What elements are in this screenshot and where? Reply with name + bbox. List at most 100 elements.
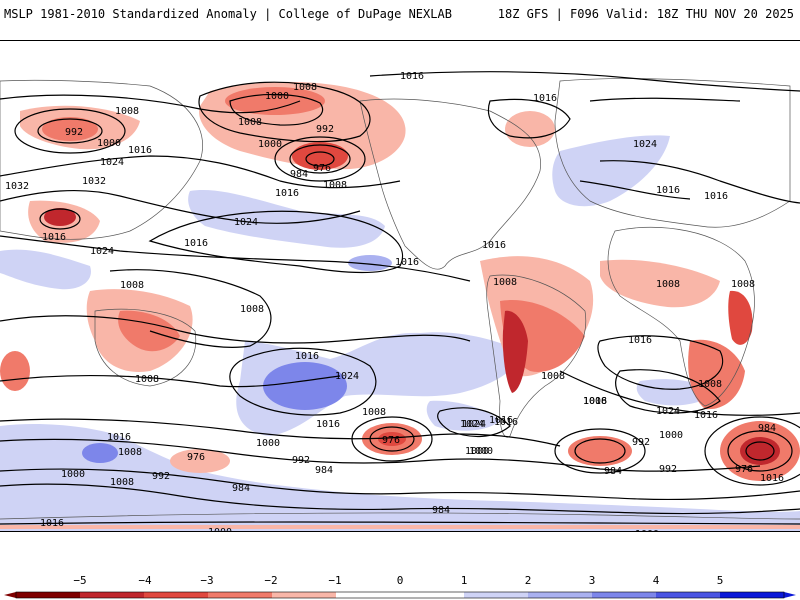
negative-anomaly — [225, 87, 325, 115]
isobar — [369, 426, 415, 452]
isobar — [0, 94, 301, 114]
isobar-label: 1016 — [583, 396, 607, 407]
isobar — [289, 144, 351, 174]
negative-anomaly — [502, 310, 528, 393]
legend-swatch — [144, 592, 209, 598]
isobar-label: 1000 — [256, 438, 280, 449]
isobar — [615, 369, 721, 414]
anomaly-shading — [0, 81, 800, 531]
legend-tick: −2 — [264, 574, 277, 587]
negative-anomaly — [505, 111, 555, 147]
isobar-label: 1008 — [115, 106, 139, 117]
isobar — [0, 155, 401, 189]
isobar-label: 1016 — [494, 417, 518, 428]
isobar-label: 1008 — [583, 396, 607, 407]
isobar — [14, 108, 126, 154]
isobar-label: 976 — [382, 435, 400, 446]
isobar-label: 1024 — [462, 419, 486, 430]
isobar-label: 976 — [313, 163, 331, 174]
isobar-label: 1016 — [628, 335, 652, 346]
legend-tick: 4 — [653, 574, 660, 587]
negative-anomaly — [0, 351, 30, 391]
isobar — [109, 269, 272, 348]
isobar-label: 1000 — [97, 138, 121, 149]
isobar-label: 1016 — [656, 185, 680, 196]
isobar — [559, 370, 800, 416]
isobar — [487, 98, 571, 139]
isobar-labels: 1016 1008 1000 992 1008 1016 1008 1000 9… — [5, 71, 784, 531]
isobar-label: 1024 — [100, 157, 124, 168]
negative-anomaly — [0, 525, 800, 529]
isobar-label: 1008 — [656, 279, 680, 290]
isobar-label: 984 — [290, 169, 308, 180]
isobar-label: 1000 — [465, 446, 489, 457]
isobar — [0, 521, 800, 525]
isobar-label: 1008 — [120, 280, 144, 291]
isobar-label: 1024 — [234, 217, 258, 228]
isobar-label: 1024 — [633, 139, 657, 150]
coastlines — [0, 78, 800, 520]
isobar-label: 992 — [292, 455, 310, 466]
isobar-label: 1024 — [460, 419, 484, 430]
legend-swatch — [272, 592, 337, 598]
isobar — [727, 430, 793, 472]
australia-coast — [94, 308, 197, 387]
isobar — [274, 136, 366, 182]
isobars — [0, 71, 800, 525]
negative-anomaly — [568, 436, 632, 466]
legend-swatch — [528, 592, 593, 598]
negative-anomaly — [378, 432, 406, 446]
isobar-label: 1024 — [335, 371, 359, 382]
product-title: MSLP 1981-2010 Standardized Anomaly | Co… — [4, 7, 452, 21]
isobar — [229, 347, 377, 416]
isobar-label: 1008 — [323, 180, 347, 191]
legend-swatch — [720, 592, 785, 598]
isobar-label: 1016 — [107, 432, 131, 443]
isobar-label: 1008 — [731, 279, 755, 290]
positive-anomaly — [552, 135, 670, 207]
mslp-anomaly-map[interactable]: 1016 1008 1000 992 1008 1016 1008 1000 9… — [0, 40, 800, 532]
isobar-label: 1016 — [184, 238, 208, 249]
isobar-label: 1000 — [265, 91, 289, 102]
isobar-label: 976 — [735, 464, 753, 475]
isobar — [554, 428, 646, 474]
negative-anomaly — [42, 117, 98, 141]
legend-ticks: −5 −4 −3 −2 −1 0 1 2 3 4 5 — [73, 574, 723, 587]
isobar-label: 1008 — [698, 379, 722, 390]
positive-anomaly — [236, 332, 520, 436]
isobar-label: 1008 — [240, 304, 264, 315]
isobar-label: 984 — [432, 505, 450, 516]
isobar — [37, 118, 103, 144]
isobar — [0, 438, 761, 472]
isobar — [305, 151, 335, 167]
isobar-label: 1024 — [90, 246, 114, 257]
positive-anomaly — [263, 362, 347, 410]
isobar — [369, 71, 800, 92]
south-america-coast — [486, 274, 587, 438]
isobar-label: 1008 — [118, 447, 142, 458]
legend-swatch — [464, 592, 529, 598]
isobar — [0, 315, 471, 344]
isobar-label: 1016 — [489, 415, 513, 426]
legend-swatch — [592, 592, 657, 598]
legend-swatch — [656, 592, 721, 598]
isobar — [0, 418, 561, 447]
isobar — [599, 160, 800, 204]
isobar — [579, 180, 691, 200]
isobar-label: 1032 — [5, 181, 29, 192]
isobar — [229, 93, 324, 126]
isobar-label: 992 — [632, 437, 650, 448]
isobar — [351, 416, 433, 462]
isobar — [597, 335, 724, 390]
legend-swatch — [208, 592, 273, 598]
legend-swatch — [80, 592, 145, 598]
isobar-label: 1016 — [400, 71, 424, 82]
negative-anomaly — [292, 142, 348, 170]
eurasia-coast — [554, 78, 791, 228]
isobar-label: 1016 — [533, 93, 557, 104]
legend-tick: 1 — [461, 574, 468, 587]
isobar-label: 1000 — [258, 139, 282, 150]
isobar-label: 1000 — [635, 529, 659, 531]
isobar-label: 1016 — [42, 232, 66, 243]
isobar-label: 984 — [604, 466, 622, 477]
